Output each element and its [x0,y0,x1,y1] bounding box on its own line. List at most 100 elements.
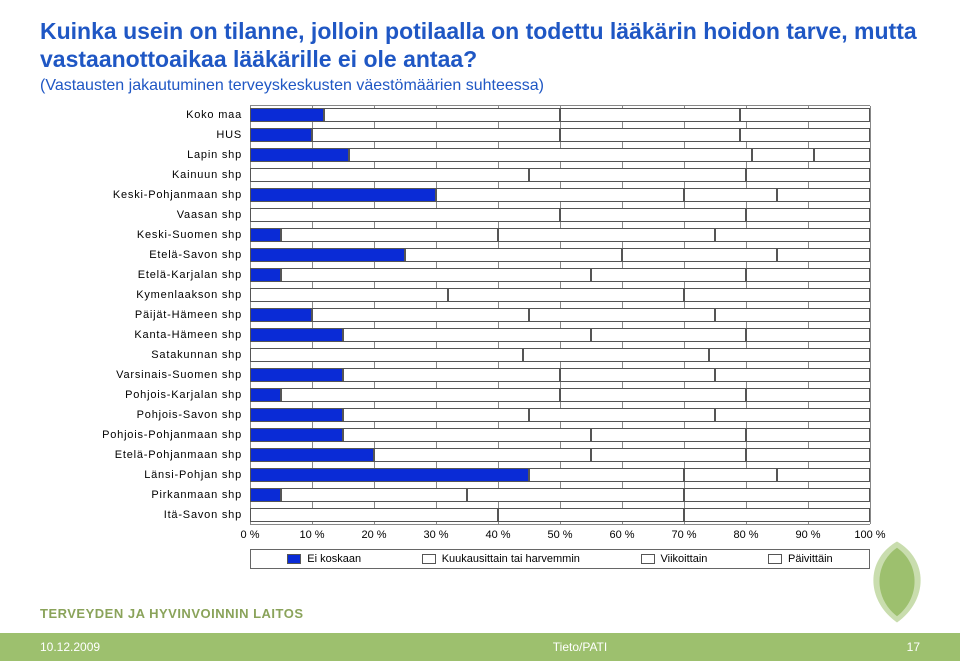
bar-segment [250,208,560,222]
footer: 10.12.2009 Tieto/PATI 17 [0,633,960,661]
row-label: Keski-Suomen shp [60,229,250,241]
bar-segment [560,368,715,382]
row-label: Pohjois-Pohjanmaan shp [60,429,250,441]
row-label: Lapin shp [60,149,250,161]
chart-row: Pohjois-Pohjanmaan shp [60,425,870,445]
bar-segment [591,448,746,462]
footer-date: 10.12.2009 [0,640,320,654]
bar-segment [250,508,498,522]
bar [250,428,870,442]
bar-segment [281,228,498,242]
legend-label: Ei koskaan [307,553,361,565]
slide: Kuinka usein on tilanne, jolloin potilaa… [0,0,960,661]
bar [250,508,870,522]
bar-segment [591,428,746,442]
chart-row: Kainuun shp [60,165,870,185]
row-label: Itä-Savon shp [60,509,250,521]
chart-row: Keski-Suomen shp [60,225,870,245]
bar [250,108,870,122]
chart-rows: Koko maaHUS Lapin shp Kainuun shp Keski-Poh… [60,105,870,525]
bar-segment [684,288,870,302]
bar-segment [281,388,560,402]
row-label: Keski-Pohjanmaan shp [60,189,250,201]
legend-item: Viikoittain [641,553,708,565]
bar-segment [523,348,709,362]
legend-swatch [641,554,655,564]
bar-segment [324,108,560,122]
bar-segment [250,228,281,242]
bar-segment [746,428,870,442]
chart: Koko maaHUS Lapin shp Kainuun shp Keski-Poh… [60,105,880,565]
bar-segment [250,488,281,502]
legend-item: Kuukausittain tai harvemmin [422,553,580,565]
bar-segment [684,508,870,522]
bar [250,188,870,202]
bar-segment [746,208,870,222]
bar [250,268,870,282]
bar-segment [250,428,343,442]
bar-segment [740,108,870,122]
bar-segment [250,308,312,322]
slide-title: Kuinka usein on tilanne, jolloin potilaa… [40,18,920,73]
bar [250,308,870,322]
xtick-label: 90 % [795,529,820,541]
footer-page: 17 [840,640,960,654]
bar-segment [281,268,591,282]
chart-row: Vaasan shp [60,205,870,225]
legend-swatch [768,554,782,564]
xtick-label: 10 % [299,529,324,541]
bar-segment [250,388,281,402]
chart-row: Varsinais-Suomen shp [60,365,870,385]
legend-swatch [422,554,436,564]
bar-segment [250,448,374,462]
bar-segment [715,228,870,242]
legend-label: Viikoittain [661,553,708,565]
bar [250,168,870,182]
chart-row: HUS [60,125,870,145]
bar-segment [560,208,746,222]
bar-segment [529,168,746,182]
bar-segment [746,388,870,402]
bar [250,148,870,162]
row-label: Pohjois-Karjalan shp [60,389,250,401]
bar-segment [746,168,870,182]
xtick-label: 50 % [547,529,572,541]
chart-row: Koko maa [60,105,870,125]
bar-segment [281,488,467,502]
xtick-label: 70 % [671,529,696,541]
bar-segment [715,408,870,422]
row-label: Kanta-Hämeen shp [60,329,250,341]
bar-segment [560,108,740,122]
bar-segment [560,388,746,402]
bar [250,208,870,222]
bar [250,228,870,242]
footer-center: Tieto/PATI [320,640,840,654]
bar-segment [814,148,870,162]
bar [250,288,870,302]
row-label: Etelä-Karjalan shp [60,269,250,281]
xtick-label: 0 % [241,529,260,541]
bar-segment [250,288,448,302]
bar-segment [448,288,684,302]
bar-segment [498,508,684,522]
bar [250,248,870,262]
bar-segment [777,468,870,482]
xtick-label: 40 % [485,529,510,541]
bar-segment [622,248,777,262]
bar-segment [343,408,529,422]
bar-segment [746,268,870,282]
bar-segment [529,468,684,482]
bar [250,388,870,402]
bar [250,448,870,462]
legend-swatch [287,554,301,564]
xtick-label: 30 % [423,529,448,541]
bar-segment [343,328,591,342]
bar-segment [250,368,343,382]
chart-row: Etelä-Karjalan shp [60,265,870,285]
bar-segment [343,368,560,382]
bar-segment [312,308,529,322]
slide-subtitle: (Vastausten jakautuminen terveyskeskuste… [40,77,920,95]
legend-label: Kuukausittain tai harvemmin [442,553,580,565]
grid-line [870,106,871,524]
row-label: Etelä-Pohjanmaan shp [60,449,250,461]
